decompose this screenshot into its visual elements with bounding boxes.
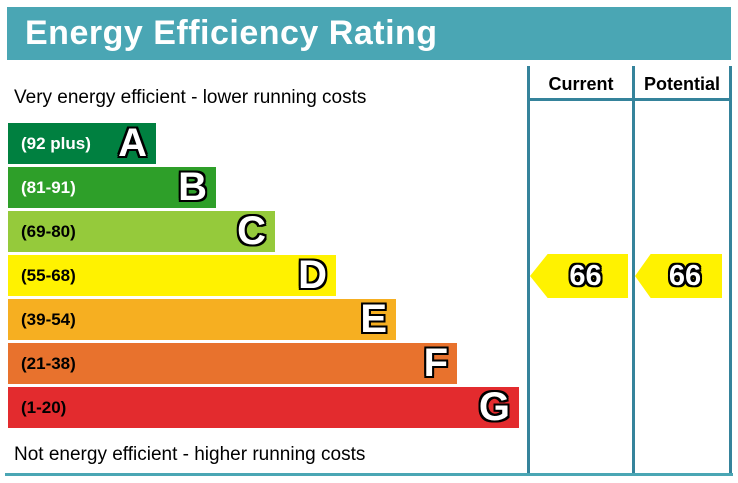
current-rating-value: 66 — [569, 259, 602, 292]
band-d-range-label: (55-68) — [21, 265, 76, 285]
current-rating-pointer: 66 — [530, 254, 628, 298]
band-b-letter: B — [178, 165, 207, 209]
band-f-range-label: (21-38) — [21, 353, 76, 373]
band-a-letter: A — [118, 121, 147, 165]
band-f: (21-38) F — [8, 343, 457, 384]
band-e: (39-54) E — [8, 299, 396, 340]
band-b-range-label: (81-91) — [21, 177, 76, 197]
band-c-letter: C — [237, 209, 266, 253]
band-c-range-label: (69-80) — [21, 221, 76, 241]
band-d-letter: D — [298, 253, 327, 297]
chart-bottom-line — [5, 473, 733, 476]
band-e-letter: E — [360, 297, 387, 341]
band-g-letter: G — [478, 385, 510, 429]
band-g-range-label: (1-20) — [21, 397, 67, 417]
potential-rating-pointer: 66 — [635, 254, 722, 298]
table-border-right — [729, 66, 732, 475]
table-border-left-divider — [527, 66, 530, 475]
potential-rating-value: 66 — [668, 259, 702, 292]
chart-title: Energy Efficiency Rating — [25, 14, 438, 52]
band-a-range-label: (92 plus) — [21, 133, 91, 153]
column-header-current: Current — [548, 74, 614, 94]
caption-not-efficient: Not energy efficient - higher running co… — [14, 444, 366, 465]
band-c: (69-80) C — [8, 211, 275, 252]
band-f-letter: F — [423, 341, 448, 385]
table-header-underline — [527, 98, 732, 101]
band-a: (92 plus) A — [8, 123, 156, 164]
band-e-range-label: (39-54) — [21, 309, 76, 329]
table-border-middle-divider — [632, 66, 635, 475]
band-g: (1-20) G — [8, 387, 519, 428]
band-b: (81-91) B — [8, 167, 216, 208]
column-header-potential: Potential — [643, 74, 720, 94]
band-d: (55-68) D — [8, 255, 336, 296]
chart-title-bar: Energy Efficiency Rating — [7, 7, 731, 60]
caption-very-efficient: Very energy efficient - lower running co… — [14, 87, 367, 108]
